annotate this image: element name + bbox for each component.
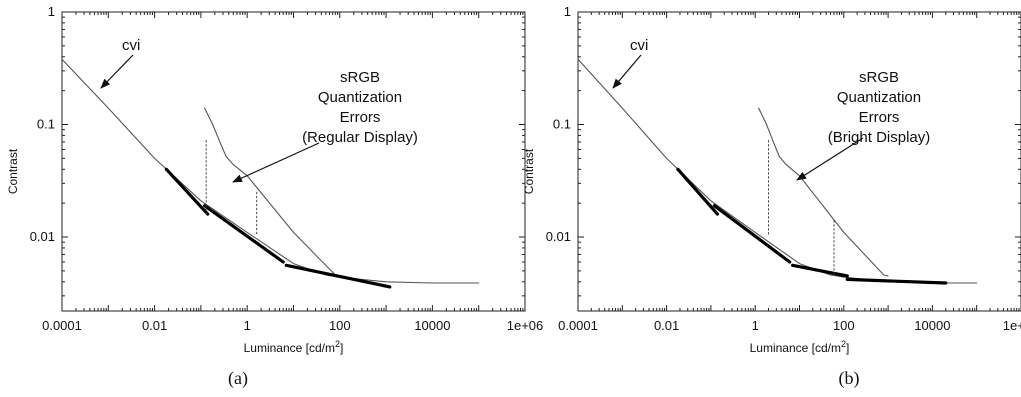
x-tick-label: 1e+06 <box>1003 318 1021 333</box>
errors-annotation-line: (Bright Display) <box>828 129 931 146</box>
errors-annotation-line: Quantization <box>318 89 402 106</box>
panel-caption: (b) <box>839 368 860 389</box>
x-tick-label: 10000 <box>414 318 450 333</box>
series-segment-1 <box>676 167 720 216</box>
x-axis-label-superscript: 2 <box>841 339 846 349</box>
x-tick-label: 0.01 <box>654 318 679 333</box>
x-tick-label: 100 <box>833 318 855 333</box>
panel-a: 0.0001 0.01 1 100 10000 1e+06 1 0.1 0.01 Luminanc… <box>6 4 543 389</box>
x-axis: 0.0001 0.01 1 100 10000 1e+06 <box>42 12 543 333</box>
errors-arrow <box>232 142 320 183</box>
series-segment-2 <box>203 204 285 264</box>
y-axis: 1 0.1 0.01 <box>546 4 1021 297</box>
errors-annotation-line: Errors <box>340 109 381 126</box>
errors-annotation-line: sRGB <box>859 69 899 86</box>
x-axis-label-tail: ] <box>846 341 849 355</box>
series-segment-1 <box>164 167 210 216</box>
series-srgb-quantization-errors <box>758 107 889 277</box>
x-tick-label: 1e+06 <box>507 318 544 333</box>
y-tick-label: 1 <box>564 4 571 19</box>
y-tick-label: 0.01 <box>30 229 55 244</box>
cvi-arrow <box>612 54 642 89</box>
series-srgb-quantization-errors <box>204 107 341 277</box>
x-axis-label-tail: ] <box>340 341 343 355</box>
series-group <box>61 58 480 289</box>
series-group <box>577 58 978 285</box>
series-segment-3 <box>790 263 849 278</box>
y-tick-label: 0.1 <box>553 117 571 132</box>
x-tick-label: 1 <box>752 318 759 333</box>
x-axis-label-superscript: 2 <box>335 339 340 349</box>
errors-annotation-line: Quantization <box>837 89 921 106</box>
series-segment-3 <box>284 263 392 289</box>
y-axis-label: Contrast <box>6 148 20 194</box>
x-axis-label: Luminance [cd/m2] <box>244 339 344 355</box>
x-tick-label: 100 <box>329 318 351 333</box>
errors-annotation-line: (Regular Display) <box>302 129 418 146</box>
x-tick-label: 0.01 <box>142 318 167 333</box>
y-axis: 1 0.1 0.01 <box>30 4 525 297</box>
cvi-arrow <box>100 54 134 89</box>
y-tick-label: 1 <box>48 4 55 19</box>
x-axis: 0.0001 0.01 1 100 10000 1e+06 <box>558 12 1021 333</box>
errors-arrow <box>796 137 864 181</box>
cvi-annotation: cvi <box>122 37 140 54</box>
series-segment-4 <box>845 277 948 285</box>
series-segment-2 <box>712 204 792 264</box>
errors-annotation-line: Errors <box>859 109 900 126</box>
x-tick-label: 0.0001 <box>558 318 598 333</box>
cvi-annotation: cvi <box>630 37 648 54</box>
y-tick-label: 0.1 <box>37 117 55 132</box>
x-axis-label: Luminance [cd/m2] <box>750 339 850 355</box>
x-tick-label: 10000 <box>914 318 950 333</box>
y-axis-label: Contrast <box>522 148 536 194</box>
panel-caption: (a) <box>228 368 248 389</box>
panel-b: 0.0001 0.01 1 100 10000 1e+06 1 0.1 0.01 Luminanc… <box>522 4 1021 389</box>
x-tick-label: 1 <box>244 318 251 333</box>
errors-annotation-line: sRGB <box>340 69 380 86</box>
y-tick-label: 0.01 <box>546 229 571 244</box>
x-tick-label: 0.0001 <box>42 318 82 333</box>
series-cvi <box>61 58 480 284</box>
